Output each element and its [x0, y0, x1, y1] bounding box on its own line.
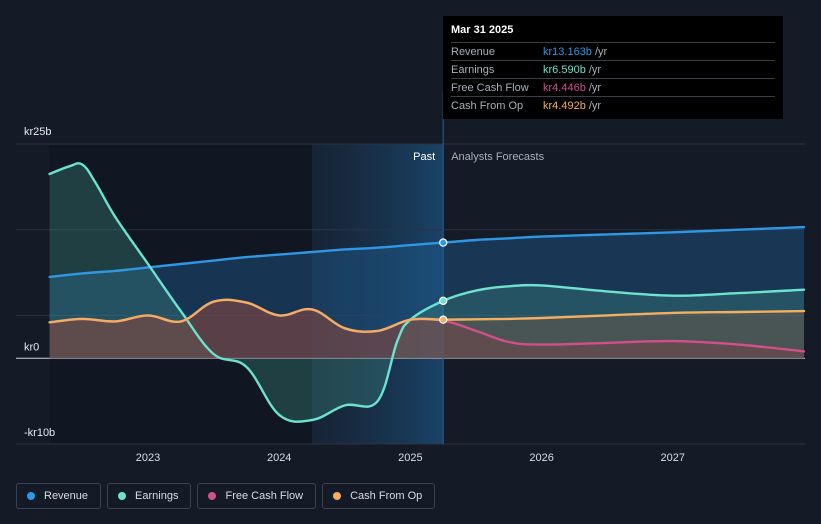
y-axis-label: kr25b — [24, 126, 52, 138]
past-region-bg — [49, 144, 312, 444]
tooltip-value: kr13.163b — [543, 45, 592, 58]
legend-label: Cash From Op — [350, 490, 423, 502]
tooltip-label: Cash From Op — [451, 99, 524, 112]
x-tick-label: 2024 — [267, 452, 291, 464]
tooltip-value: kr6.590b — [543, 63, 586, 76]
tooltip-label: Earnings — [451, 63, 495, 76]
legend-label: Free Cash Flow — [225, 490, 304, 502]
legend-item-earnings[interactable]: Earnings — [107, 483, 192, 509]
forecast-label: Analysts Forecasts — [451, 151, 544, 163]
past-label: Past — [413, 151, 435, 163]
tooltip-value: kr4.446b — [543, 81, 586, 94]
tooltip-date: Mar 31 2025 — [451, 24, 514, 36]
tooltip-value: kr4.492b — [543, 99, 586, 112]
line-revenue — [48, 225, 806, 279]
marker-cash-from-op — [439, 315, 448, 324]
marker-earnings — [439, 296, 448, 306]
tooltip-row-earnings: Earnings kr6.590b /yr — [451, 60, 775, 78]
tooltip-unit: /yr — [594, 45, 608, 58]
area-revenue — [49, 227, 805, 359]
tooltip-row-cash-from-op: Cash From Op kr4.492b /yr — [451, 96, 775, 114]
legend-item-revenue[interactable]: Revenue — [16, 483, 102, 509]
legend-dot-icon — [333, 492, 342, 500]
x-tick-label: 2027 — [661, 452, 685, 464]
tooltip-label: Free Cash Flow — [451, 81, 529, 94]
legend-label: Earnings — [135, 490, 179, 502]
tooltip-unit: /yr — [588, 99, 602, 112]
line-cash-from-op — [48, 298, 806, 333]
tooltip-row-free-cash-flow: Free Cash Flow kr4.446b /yr — [451, 78, 775, 96]
legend-dot-icon — [208, 492, 217, 500]
past-highlight-region — [312, 144, 444, 444]
legend-dot-icon — [27, 492, 35, 500]
tooltip-label: Revenue — [451, 45, 496, 58]
chart-legend: Revenue Earnings Free Cash Flow Cash Fro… — [16, 483, 436, 511]
x-tick-label: 2025 — [398, 452, 422, 464]
legend-item-free-cash-flow[interactable]: Free Cash Flow — [197, 483, 317, 509]
y-axis-label: kr0 — [24, 341, 39, 353]
x-tick-label: 2026 — [529, 452, 553, 464]
tooltip-row-revenue: Revenue kr13.163b /yr — [451, 42, 775, 60]
line-earnings — [48, 162, 806, 423]
data-tooltip: Mar 31 2025 Revenue kr13.163b /yr Earnin… — [443, 16, 783, 119]
y-axis-label: -kr10b — [24, 427, 55, 439]
x-tick-label: 2023 — [136, 452, 160, 464]
tooltip-unit: /yr — [588, 63, 602, 76]
legend-dot-icon — [118, 492, 127, 500]
legend-label: Revenue — [44, 490, 89, 502]
marker-revenue — [439, 238, 448, 247]
area-earnings — [49, 163, 805, 422]
legend-item-cash-from-op[interactable]: Cash From Op — [322, 483, 436, 509]
tooltip-unit: /yr — [588, 81, 602, 94]
